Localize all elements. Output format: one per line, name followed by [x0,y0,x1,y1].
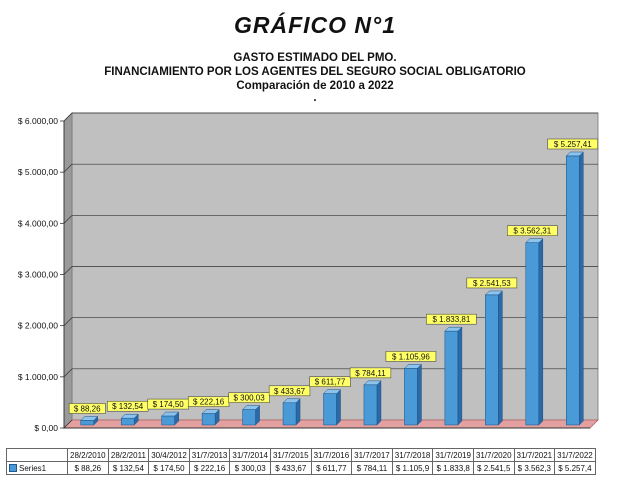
data-table-corner [6,448,68,462]
gridline-side [63,215,73,224]
chart-heading: GRÁFICO N°1 [233,12,397,38]
data-label: $ 300,03 [234,394,266,403]
data-label-box [466,277,518,289]
gridline-side [63,266,73,275]
bar [161,411,180,426]
data-table-value: $ 433,67 [269,461,312,475]
data-table-value: $ 784,11 [351,461,393,475]
data-table-value: $ 174,50 [148,461,190,475]
data-table-category-row: 28/2/2010 28/2/2011 30/4/2012 31/7/2013 31/7… [6,448,596,462]
data-label-box [507,225,558,236]
data-label: $ 1.833,81 [432,315,470,324]
data-table-value-row: Series1 $ 88,26 $ 132,54 $ 174,50 $ 222,16 $… [6,461,596,475]
y-tick-label: $ 4.000,00 [18,218,58,228]
y-tick-label: $ 1.000,00 [18,372,58,382]
chart-title-line-2: FINANCIAMIENTO POR LOS AGENTES DEL SEGUR… [104,66,526,78]
gridline-side [63,368,73,378]
bar [525,238,544,426]
x-category-label: 31/7/2022 [554,448,596,462]
data-table: 28/2/2010 28/2/2011 30/4/2012 31/7/2013 31/7… [6,448,596,475]
data-label: $ 784,11 [355,369,386,378]
bar [120,413,139,426]
bar [444,326,463,426]
bar [241,405,261,426]
data-table-value: $ 3.562,3 [513,461,556,475]
data-label: $ 1.105,96 [392,352,430,361]
chart-title-line-3: Comparación de 2010 a 2022 [236,80,394,92]
x-category-label: 31/7/2017 [351,448,393,462]
x-category-label: 31/7/2015 [269,448,312,462]
data-label-box [228,392,270,403]
x-category-label: 28/2/2010 [67,448,109,462]
x-category-label: 31/7/2019 [432,448,474,462]
chart-title-line-1: GASTO ESTIMADO DEL PMO. [233,52,397,64]
x-category-label: 31/7/2020 [472,448,515,462]
data-label: $ 5.257,41 [554,140,592,149]
data-table-value: $ 222,16 [188,461,231,475]
data-label-box [426,313,477,325]
gridline-side [63,317,73,326]
data-label-box [268,385,311,397]
data-label: $ 222,16 [193,398,225,407]
data-table-value: $ 300,03 [229,461,271,475]
gridline-side [63,419,73,429]
data-table-value: $ 1.833,8 [432,461,474,475]
data-label: $ 433,67 [274,387,306,396]
data-label: $ 88,26 [74,404,101,413]
data-label: $ 132,54 [112,402,144,411]
data-label-box [349,367,392,379]
x-category-label: 31/7/2016 [310,448,353,462]
x-category-label: 28/2/2011 [107,448,150,462]
x-category-label: 31/7/2013 [188,448,231,462]
series-swatch [9,464,17,473]
bar [201,409,220,426]
data-table-value: $ 2.541,5 [472,461,515,475]
bar [80,415,99,426]
data-table-value: $ 132,54 [107,461,150,475]
x-category-label: 30/4/2012 [148,448,190,462]
y-tick-label: $ 5.000,00 [18,167,58,177]
data-label-box [385,351,437,362]
bar [322,389,342,426]
data-table-series-label: Series1 [6,461,68,475]
gridline-side [63,112,73,122]
x-category-label: 31/7/2014 [229,448,271,462]
data-label: $ 2.541,53 [473,279,511,288]
y-tick-label: $ 3.000,00 [18,270,58,280]
bar [363,380,382,426]
bar [565,151,584,426]
data-table-value: $ 5.257,4 [554,461,596,475]
data-label: $ 3.562,31 [513,227,551,236]
chart-title-line-4: . [313,92,317,104]
data-table-value: $ 88,26 [67,461,109,475]
series-name: Series1 [19,463,47,473]
data-table-value: $ 611,77 [310,461,353,475]
y-tick-label: $ 2.000,00 [18,321,58,331]
data-label: $ 174,50 [153,400,185,409]
data-label-box [68,403,106,414]
bar [403,363,423,426]
data-label-box [547,138,599,150]
data-table-value: $ 1.105,9 [391,461,434,475]
bar [282,398,301,426]
y-tick-label: $ 0,00 [34,423,58,433]
x-category-label: 31/7/2021 [513,448,556,462]
x-category-label: 31/7/2018 [391,448,434,462]
gridline-side [63,163,73,173]
bar [484,290,503,426]
data-label-box [309,376,351,387]
y-tick-label: $ 6.000,00 [18,116,58,126]
data-label: $ 611,77 [315,378,346,387]
